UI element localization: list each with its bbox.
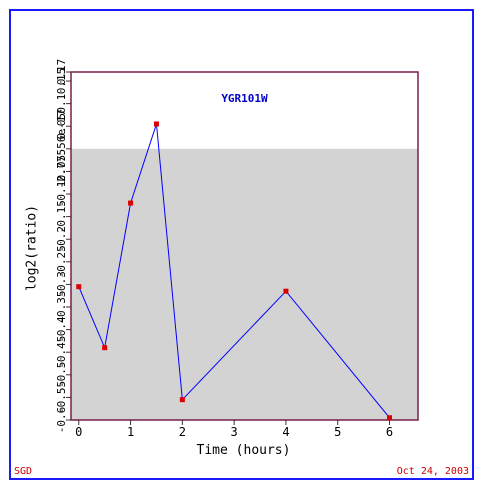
footer-source: SGD <box>14 466 33 477</box>
y-tick-label: 0.1 <box>55 94 68 114</box>
y-tick-label: -0.55 <box>55 381 68 414</box>
y-tick-label: -0.25 <box>55 245 68 278</box>
x-axis-label: Time (hours) <box>197 443 291 458</box>
x-tick-label: 3 <box>231 425 238 439</box>
data-point <box>128 200 134 206</box>
footer-date: Oct 24, 2003 <box>396 466 469 477</box>
y-tick-label: -0.05 <box>55 155 68 188</box>
x-tick-label: 0 <box>75 425 82 439</box>
y-tick-label: -2.77556e-17 <box>55 109 68 188</box>
y-tick-label: -0.4 <box>55 316 68 343</box>
y-tick-label: -0.3 <box>55 271 68 298</box>
y-tick-label: -0.5 <box>55 362 68 389</box>
y-tick-label: -0.6 <box>55 407 68 434</box>
y-tick-label: 0.17 <box>55 59 68 86</box>
x-tick-label: 1 <box>127 425 134 439</box>
x-tick-label: 4 <box>282 425 289 439</box>
y-tick-label: -0.1 <box>55 181 68 208</box>
data-point <box>153 121 159 127</box>
data-point <box>76 284 82 290</box>
x-tick-label: 5 <box>334 425 341 439</box>
y-tick-label: -0.2 <box>55 226 68 253</box>
chart-title: YGR101W <box>221 92 268 105</box>
plot-area <box>70 71 419 421</box>
x-tick-label: 6 <box>386 425 393 439</box>
data-point <box>387 415 393 421</box>
y-tick-label: 0.15 <box>55 68 68 95</box>
y-axis-label: log2(ratio) <box>25 205 40 291</box>
y-tick-label: -0.35 <box>55 290 68 323</box>
shaded-band <box>71 148 418 420</box>
x-tick-label: 2 <box>179 425 186 439</box>
data-point <box>102 345 108 351</box>
data-point <box>283 288 289 294</box>
data-point <box>179 397 185 403</box>
y-tick-label: -0.15 <box>55 200 68 233</box>
y-tick-label: 0.05 <box>55 113 68 140</box>
y-tick-label: -0.45 <box>55 336 68 369</box>
